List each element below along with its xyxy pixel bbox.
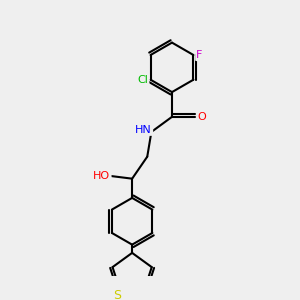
Text: S: S (113, 289, 121, 300)
Text: Cl: Cl (137, 75, 148, 85)
Text: O: O (198, 112, 207, 122)
Text: HN: HN (135, 125, 152, 135)
Text: HO: HO (93, 171, 110, 181)
Text: F: F (196, 50, 203, 60)
